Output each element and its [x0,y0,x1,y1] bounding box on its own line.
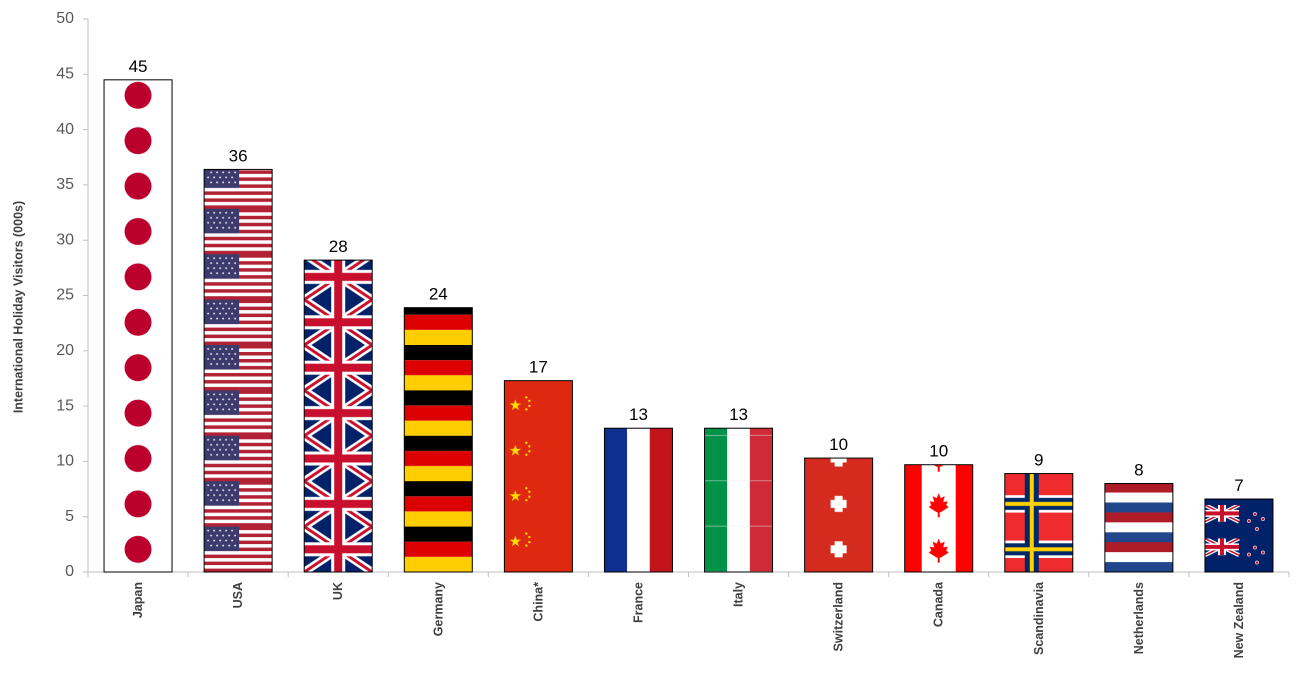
x-tick-label-netherlands: Netherlands [1132,582,1146,654]
bar-uk [303,259,373,573]
x-tick-label-japan: Japan [131,582,145,618]
x-tick-label-new-zealand: New Zealand [1232,582,1246,658]
data-label-italy: 13 [729,405,748,424]
x-tick-label-scandinavia: Scandinavia [1032,581,1046,655]
x-tick-label-uk: UK [331,582,345,600]
bar-usa [203,168,273,573]
y-tick-label: 15 [56,397,74,414]
x-tick-label-italy: Italy [732,582,746,607]
data-label-new-zealand: 7 [1234,476,1243,495]
bar-switzerland [804,457,874,573]
data-label-china: 17 [529,358,548,377]
bar-scandinavia [1004,473,1074,573]
y-tick-label: 35 [56,176,74,193]
y-tick-label: 5 [65,508,74,525]
data-label-japan: 45 [129,57,148,76]
data-label-france: 13 [629,405,648,424]
y-tick-label: 25 [56,287,74,304]
x-tick-label-china: China* [531,582,545,622]
y-axis-title: International Holiday Visitors (000s) [11,201,25,413]
data-label-usa: 36 [229,146,248,165]
bar-japan [103,79,173,573]
bar-germany [403,307,473,573]
y-tick-label: 30 [56,231,74,248]
x-tick-label-germany: Germany [431,582,445,636]
y-tick-label: 45 [56,66,74,83]
bar-netherlands [1104,483,1174,573]
x-tick-label-france: France [631,582,645,623]
y-tick-label: 10 [56,453,74,470]
y-tick-label: 40 [56,121,74,138]
data-label-switzerland: 10 [829,435,848,454]
x-tick-label-canada: Canada [932,581,946,627]
y-tick-label: 50 [56,10,74,27]
x-tick-label-switzerland: Switzerland [832,582,846,651]
bar-italy [704,427,774,573]
data-label-canada: 10 [929,442,948,461]
y-tick-label: 20 [56,342,74,359]
data-label-uk: 28 [329,237,348,256]
bar-canada [904,464,974,573]
x-tick-label-usa: USA [231,582,245,608]
y-tick-label: 0 [65,563,74,580]
bar-china [503,380,573,573]
data-label-germany: 24 [429,285,448,304]
bar-france [603,427,673,573]
bar-new-zealand [1204,498,1274,573]
data-label-scandinavia: 9 [1034,451,1043,470]
data-label-netherlands: 8 [1134,461,1143,480]
